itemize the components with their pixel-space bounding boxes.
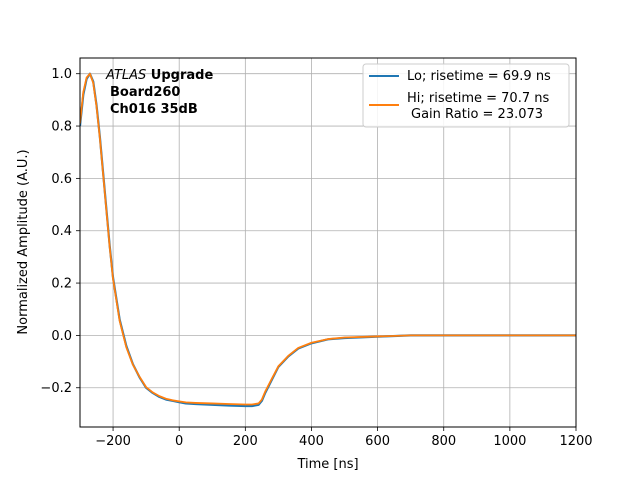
legend: Lo; risetime = 69.9 ns Hi; risetime = 70… <box>362 63 570 128</box>
legend-label-lo: Lo; risetime = 69.9 ns <box>407 69 551 84</box>
y-axis-label: Normalized Amplitude (A.U.) <box>16 149 31 334</box>
annotation-line2: Board260 <box>110 85 180 100</box>
annotation-upgrade: Upgrade <box>146 68 213 83</box>
y-tick-label: 0.8 <box>51 120 72 135</box>
x-tick-label: 200 <box>233 434 258 449</box>
annotation-atlas: ATLAS <box>105 68 146 83</box>
x-tick-label: 1200 <box>559 434 592 449</box>
x-tick-label: −200 <box>95 434 131 449</box>
x-axis-label: Time [ns] <box>296 457 358 472</box>
y-tick-label: 0.4 <box>51 224 72 239</box>
x-tick-label: 0 <box>175 434 183 449</box>
series-line-hi <box>80 72 576 406</box>
annotation-line3: Ch016 35dB <box>110 102 198 117</box>
annotation-line1: ATLAS Upgrade <box>105 68 213 83</box>
x-tick-label: 800 <box>431 434 456 449</box>
y-tick-label: −0.2 <box>40 381 72 396</box>
legend-label-hi: Hi; risetime = 70.7 ns <box>407 91 549 106</box>
plot-frame <box>79 57 577 428</box>
annotation: ATLAS Upgrade Board260 Ch016 35dB <box>105 68 213 117</box>
series-lines <box>80 72 576 408</box>
x-tick-label: 400 <box>299 434 324 449</box>
y-tick-label: 1.0 <box>51 67 72 82</box>
x-tick-label: 600 <box>365 434 390 449</box>
y-tick-label: 0.6 <box>51 172 72 187</box>
legend-box <box>362 63 570 128</box>
x-tick-label: 1000 <box>493 434 526 449</box>
axis-ticks: −200 0 200 400 600 800 1000 1200 −0.2 0.0 0.2 0.4 0.… <box>40 67 592 449</box>
y-tick-label: 0.0 <box>51 329 72 344</box>
y-tick-label: 0.2 <box>51 277 72 292</box>
legend-label-hi-gain: Gain Ratio = 23.073 <box>411 107 543 122</box>
